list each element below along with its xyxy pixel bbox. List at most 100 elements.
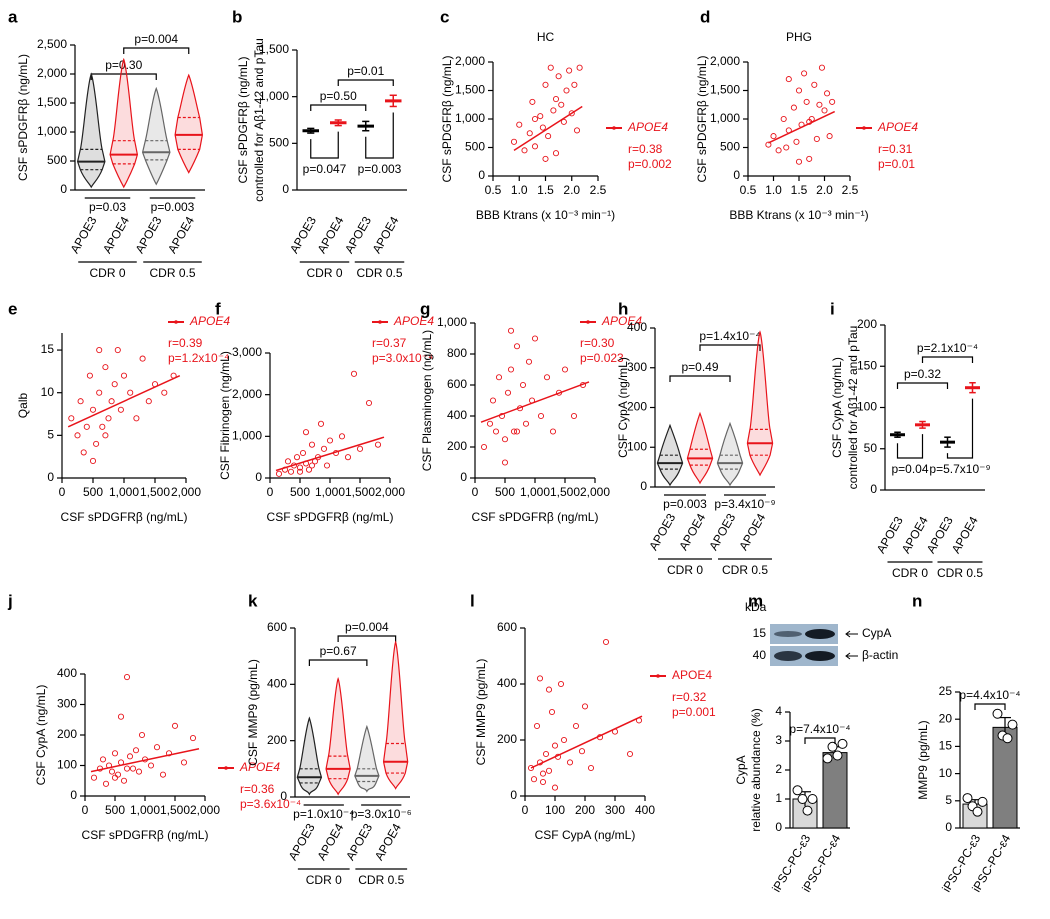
- point: [542, 81, 549, 88]
- x-tick-label: 2,000: [375, 485, 405, 499]
- y-axis-label: CSF sPDGFRβ (ng/mL): [440, 56, 454, 183]
- y-tick-label: 1,000: [710, 111, 740, 125]
- arrow: [845, 630, 858, 638]
- x-tick-label: 100: [545, 803, 565, 817]
- x-tick-label: 1,000: [130, 803, 160, 817]
- group-label: CDR 0: [892, 566, 928, 580]
- point: [356, 445, 364, 452]
- stat-p: p=0.023: [580, 351, 624, 365]
- y-tick-label: 1,000: [259, 89, 289, 103]
- stat-r: r=0.31: [878, 142, 913, 156]
- panel-label: d: [700, 7, 710, 26]
- y-tick-label: 0: [510, 788, 517, 802]
- y-axis-label: CSF MMP9 (pg/mL): [246, 659, 260, 766]
- point: [962, 793, 973, 804]
- x-axis-label: CSF sPDGFRβ (ng/mL): [61, 510, 188, 524]
- y-tick-label: 10: [939, 766, 953, 780]
- point: [832, 750, 843, 761]
- x-tick-label: 1.5: [791, 183, 808, 197]
- bracket: [123, 47, 190, 54]
- group-label: CDR 0: [306, 873, 342, 887]
- point: [542, 750, 550, 758]
- y-tick-label: 400: [447, 408, 467, 422]
- point: [374, 441, 382, 448]
- point: [561, 366, 569, 373]
- x-tick-label: 500: [495, 485, 515, 499]
- y-axis-label: Qalb: [16, 393, 30, 419]
- point: [795, 87, 803, 94]
- panel-label: i: [830, 299, 835, 318]
- point: [123, 765, 131, 772]
- point: [572, 722, 580, 730]
- x-tick-label: 400: [635, 803, 655, 817]
- point: [797, 794, 808, 804]
- y-tick-label: 1: [775, 791, 782, 805]
- point: [111, 774, 119, 781]
- blot-strip: [770, 646, 838, 666]
- point: [99, 423, 106, 430]
- bracket: [310, 131, 339, 159]
- y-tick-label: 1,500: [455, 83, 485, 97]
- group-label: CDR 0.5: [722, 563, 768, 577]
- fit-line: [275, 436, 385, 472]
- p-value: p=0.30: [105, 58, 142, 72]
- y-tick-label: 500: [269, 136, 289, 150]
- y-tick-label: 200: [57, 727, 77, 741]
- legend-swatch: [586, 320, 590, 324]
- point: [114, 771, 122, 778]
- y-tick-label: 2,000: [710, 54, 740, 68]
- point: [501, 459, 509, 466]
- x-axis-label: CSF sPDGFRβ (ng/mL): [267, 510, 394, 524]
- y-tick-label: 2,000: [455, 54, 485, 68]
- bracket: [310, 104, 367, 111]
- x-tick-label: APOE3: [646, 511, 678, 553]
- point: [811, 81, 818, 88]
- y-tick-label: 0: [870, 482, 877, 496]
- p-value: p=0.49: [681, 360, 718, 374]
- bracket: [337, 635, 397, 642]
- x-tick-label: 1,500: [550, 485, 580, 499]
- point: [573, 127, 581, 134]
- y-tick-label: 50: [864, 441, 878, 455]
- point: [560, 118, 567, 125]
- point: [536, 675, 544, 682]
- legend-swatch: [224, 766, 228, 770]
- point: [837, 738, 848, 749]
- bracket: [365, 112, 394, 159]
- x-tick-label: APOE4: [369, 214, 401, 256]
- point: [102, 432, 109, 439]
- x-tick-label: 2,000: [190, 803, 220, 817]
- point: [123, 674, 131, 681]
- point: [548, 708, 556, 716]
- point: [161, 389, 168, 396]
- blot-strip: [770, 624, 838, 644]
- panel-label: l: [470, 591, 475, 610]
- point: [822, 753, 833, 764]
- p-value: p=3.0x10⁻⁶: [351, 807, 412, 821]
- x-tick-label: 1.0: [511, 183, 528, 197]
- point: [108, 768, 116, 775]
- y-tick-label: 0: [282, 182, 289, 196]
- x-tick-label: 1,000: [109, 485, 139, 499]
- x-tick-label: 500: [83, 485, 103, 499]
- point: [793, 138, 800, 145]
- point: [516, 121, 523, 128]
- point: [525, 358, 533, 365]
- point: [317, 420, 325, 427]
- y-tick-label: 200: [497, 732, 517, 746]
- point: [189, 735, 197, 742]
- point: [127, 389, 134, 396]
- panel-title: PHG: [786, 30, 812, 44]
- y-tick-label: 4: [775, 704, 782, 718]
- point: [551, 742, 559, 749]
- point: [1007, 719, 1018, 730]
- point: [93, 440, 100, 447]
- point: [977, 796, 988, 807]
- point: [338, 433, 346, 440]
- blot-unit: kDa: [745, 600, 767, 614]
- x-axis-label: BBB Ktrans (x 10⁻³ min⁻¹): [729, 208, 868, 222]
- y-axis-label: controlled for Aβ1-42 and pTau: [846, 326, 860, 490]
- point: [501, 436, 509, 443]
- point: [526, 130, 533, 137]
- point: [568, 110, 575, 117]
